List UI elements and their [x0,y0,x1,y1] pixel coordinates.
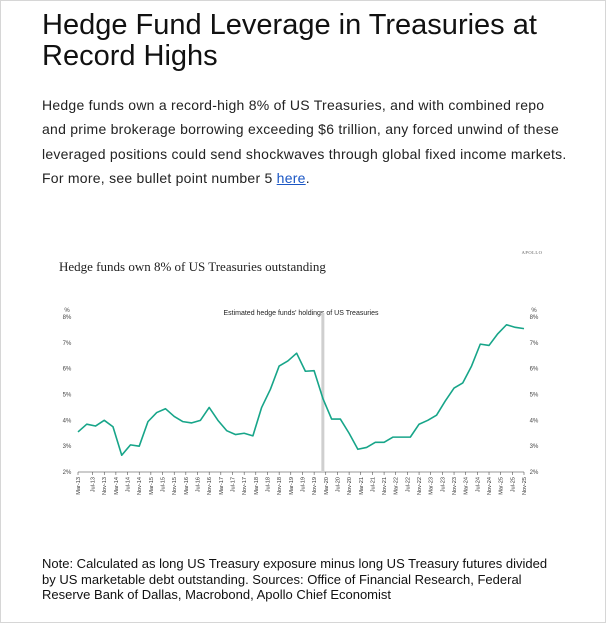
line-chart: APOLLO Hedge funds own 8% of US Treasuri… [59,250,543,495]
y-tick-right: 3% [530,444,539,450]
series-label: Estimated hedge funds' holdings of US Tr… [223,310,379,317]
x-tick-label: Nov-14 [137,477,143,495]
x-tick-label: Mar-13 [76,477,82,495]
chart-title: Hedge funds own 8% of US Treasuries outs… [59,259,326,274]
y-tick-right: 4% [530,418,539,424]
x-tick-label: Nov-19 [312,477,318,495]
x-tick-label: Mar-25 [499,477,505,495]
y-unit-right: % [531,308,537,314]
x-tick-label: Nov-15 [172,477,178,495]
x-tick-label: Jul-16 [196,477,202,492]
x-tick-label: Mar-14 [114,477,120,495]
x-tick-label: Mar-22 [394,477,400,495]
x-tick-label: Nov-21 [382,477,388,495]
y-tick-left: 8% [63,315,72,321]
y-unit-left: % [64,308,70,314]
x-tick-label: Nov-22 [417,477,423,495]
x-tick-label: Jul-23 [440,477,446,492]
x-tick-label: Jul-14 [126,477,132,492]
x-tick-label: Jul-20 [335,477,341,492]
intro-end: . [305,169,310,186]
y-tick-left: 2% [63,470,72,476]
x-tick-label: Mar-17 [219,477,225,495]
x-tick-label: Mar-20 [324,477,330,495]
x-tick-label: Jul-22 [405,477,411,492]
y-tick-right: 8% [530,315,539,321]
y-tick-right: 5% [530,393,539,399]
x-tick-label: Mar-19 [289,477,295,495]
chart-axes: 2% 2% 3% 3% 4% 4% 5% 5% 6% 6% 7% 7% 8% 8% Mar-13 Jul-13… [63,313,539,495]
x-tick-label: Mar-24 [464,477,470,495]
x-tick-label: Mar-21 [359,477,365,495]
y-tick-left: 5% [63,393,72,399]
x-tick-label: Mar-23 [429,477,435,495]
y-tick-left: 7% [63,341,72,347]
x-tick-label: Nov-18 [277,477,283,495]
article-headline: Hedge Fund Leverage in Treasuries at Rec… [42,9,537,72]
x-tick-label: Mar-15 [149,477,155,495]
y-tick-right: 6% [530,367,539,373]
article-intro: Hedge funds own a record-high 8% of US T… [42,93,572,190]
y-tick-left: 3% [63,444,72,450]
x-tick-label: Jul-21 [370,477,376,492]
x-tick-label: Jul-18 [265,477,271,492]
x-tick-label: Nov-24 [487,477,493,495]
x-tick-label: Jul-13 [91,477,97,492]
x-tick-label: Mar-18 [254,477,260,495]
chart-note: Note: Calculated as long US Treasury exp… [42,556,548,602]
intro-text: Hedge funds own a record-high 8% of US T… [42,97,567,186]
y-tick-left: 6% [63,367,72,373]
series-line [77,323,525,457]
y-tick-left: 4% [63,418,72,424]
x-tick-label: Nov-25 [522,477,528,495]
chart-marks [77,323,525,457]
x-tick-label: Nov-20 [347,477,353,495]
y-tick-right: 7% [530,341,539,347]
x-tick-label: Nov-23 [452,477,458,495]
x-tick-label: Nov-17 [242,477,248,495]
x-tick-label: Jul-19 [300,477,306,492]
y-tick-right: 2% [530,470,539,476]
chart-brand: APOLLO [522,250,543,255]
x-tick-label: Nov-13 [102,477,108,495]
x-tick-label: Jul-15 [161,477,167,492]
chart-container: APOLLO Hedge funds own 8% of US Treasuri… [42,233,562,533]
x-tick-label: Nov-16 [207,477,213,495]
x-tick-label: Mar-16 [184,477,190,495]
x-tick-label: Jul-17 [230,477,236,492]
x-tick-label: Jul-25 [510,477,516,492]
x-tick-label: Jul-24 [475,477,481,492]
intro-link[interactable]: here [276,169,306,186]
